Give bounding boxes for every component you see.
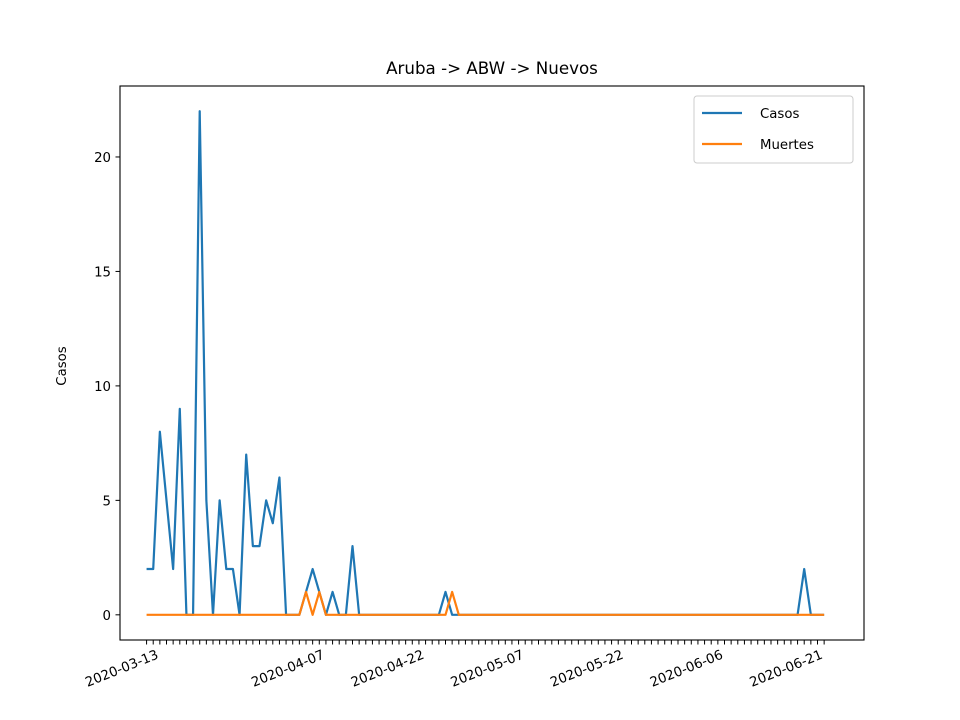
chart-title: Aruba -> ABW -> Nuevos [386,58,598,78]
y-tick-label: 20 [94,151,111,166]
y-axis: 0 5 10 15 20 [94,151,120,624]
x-tick-label: 2020-03-13 [83,648,160,691]
x-axis: 2020-03-13 2020-04-07 2020-04-22 2020-05-07… [83,640,825,691]
x-tick-label: 2020-05-07 [449,648,526,691]
x-tick-label: 2020-04-07 [250,648,327,691]
y-tick-label: 10 [94,380,111,395]
legend: Casos Muertes [693,95,854,164]
legend-label-muertes: Muertes [760,138,814,153]
x-tick-label: 2020-05-22 [548,648,625,691]
y-tick-label: 15 [94,265,111,280]
x-tick-label: 2020-06-21 [748,648,825,691]
legend-label-casos: Casos [760,107,799,122]
y-tick-label: 5 [103,494,111,509]
x-tick-label: 2020-04-22 [349,648,426,691]
y-tick-label: 0 [103,609,111,624]
series-line-casos [146,110,825,616]
plot-frame [119,85,865,641]
series-line-muertes [146,590,825,616]
plot-area [119,85,865,641]
y-axis-label: Casos [55,346,70,385]
x-tick-label: 2020-06-06 [648,648,725,691]
